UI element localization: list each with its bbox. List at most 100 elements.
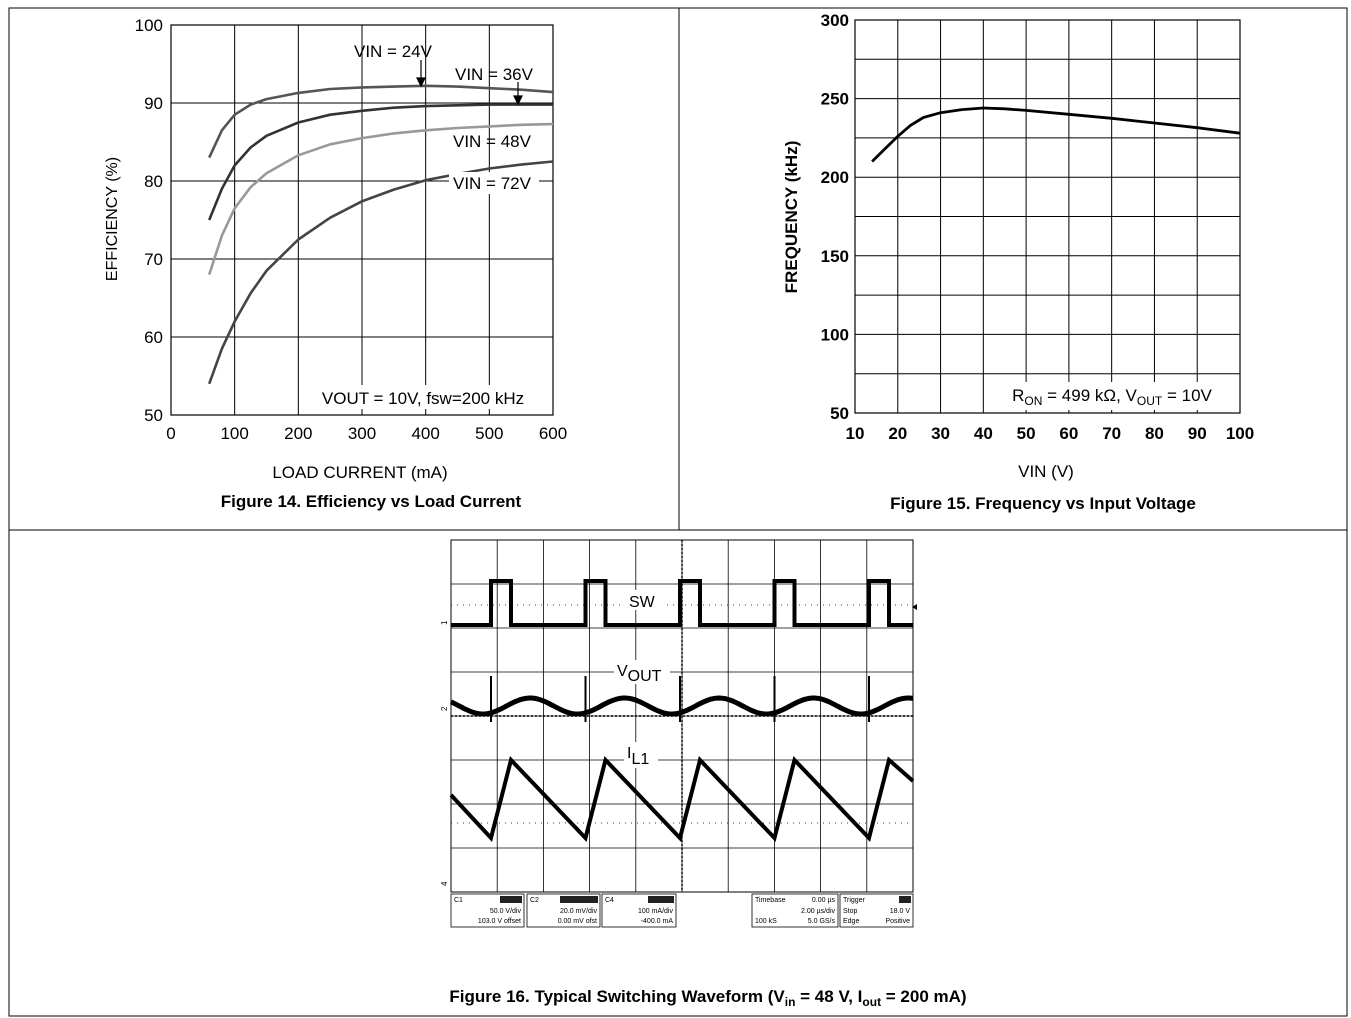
svg-text:0.00 µs: 0.00 µs <box>812 897 836 904</box>
efficiency-annotation-bg <box>300 385 546 409</box>
frequency-y-tick-label: 300 <box>821 11 849 30</box>
frequency-y-tick-label: 100 <box>821 325 849 344</box>
sw-trace <box>451 579 913 627</box>
svg-text:Timebase: Timebase <box>755 897 786 904</box>
series-label-bg <box>449 172 539 194</box>
svg-text:50.0 V/div: 50.0 V/div <box>490 908 522 915</box>
efficiency-tick-labels: 0 100 200 300 400 500 600 50 60 70 80 90 100 <box>135 16 568 443</box>
svg-text:C1: C1 <box>454 897 463 904</box>
efficiency-y-tick-label: 80 <box>144 172 163 191</box>
svg-text:C4: C4 <box>605 897 614 904</box>
efficiency-y-tick-label: 70 <box>144 250 163 269</box>
frequency-grid <box>854 19 1241 414</box>
efficiency-y-tick-label: 50 <box>144 406 163 425</box>
svg-text:2.00 µs/div: 2.00 µs/div <box>801 908 835 915</box>
efficiency-x-tick-label: 300 <box>348 424 376 443</box>
efficiency-y-tick-label: 60 <box>144 328 163 347</box>
frequency-annotation: RON = 499 kΩ, VOUT = 10V <box>1012 386 1212 408</box>
svg-text:0.00 mV ofst: 0.00 mV ofst <box>558 918 597 925</box>
efficiency-y-tick-label: 100 <box>135 16 163 35</box>
frequency-series-line <box>871 106 1241 163</box>
marker-c1: 1 <box>440 620 449 625</box>
frequency-x-tick-label: 70 <box>1102 424 1121 443</box>
efficiency-series-label-2: VIN = 48V <box>453 132 532 151</box>
scope-channel-markers: 1 2 4 <box>440 604 917 886</box>
frequency-x-tick-label: 80 <box>1145 424 1164 443</box>
scope-readouts: C1 50.0 V/div 103.0 V offset C2 20.0 mV/… <box>450 893 914 928</box>
svg-text:18.0 V: 18.0 V <box>890 908 911 915</box>
svg-text:Positive: Positive <box>885 918 910 925</box>
efficiency-x-tick-label: 500 <box>475 424 503 443</box>
efficiency-caption: Figure 14. Efficiency vs Load Current <box>221 492 522 511</box>
svg-text:103.0 V offset: 103.0 V offset <box>478 918 521 925</box>
frequency-x-tick-label: 10 <box>846 424 865 443</box>
frequency-x-tick-label: 60 <box>1059 424 1078 443</box>
vout-trace <box>449 695 914 717</box>
svg-text:Edge: Edge <box>843 918 859 925</box>
efficiency-series-label-3: VIN = 72V <box>453 174 532 193</box>
efficiency-x-tick-label: 200 <box>284 424 312 443</box>
efficiency-series <box>207 84 554 385</box>
frequency-x-axis-label: VIN (V) <box>1018 462 1074 481</box>
frequency-tick-labels: 10 20 30 40 50 60 70 80 90 100 50 100 150 200 250 300 <box>821 11 1255 443</box>
efficiency-x-tick-label: 100 <box>220 424 248 443</box>
svg-text:C2: C2 <box>530 897 539 904</box>
trace-label-il1: IL1 <box>627 745 649 768</box>
efficiency-grid <box>170 24 554 416</box>
series-label-arrows <box>416 60 523 106</box>
frequency-y-tick-label: 150 <box>821 247 849 266</box>
frequency-y-axis-label: FREQUENCY (kHz) <box>782 141 801 294</box>
efficiency-x-tick-label: 0 <box>166 424 175 443</box>
trigger-marker-icon <box>912 604 917 610</box>
frequency-y-tick-label: 200 <box>821 168 849 187</box>
trace-label-sw: SW <box>629 594 656 611</box>
readout-timebase: Timebase 0.00 µs 2.00 µs/div 100 kS 5.0 … <box>751 893 839 928</box>
page-frame <box>8 7 1348 1017</box>
switching-waveform: SW VOUT IL1 1 2 4 C1 50.0 V/div 103.0 V … <box>440 539 967 1009</box>
frequency-y-tick-label: 250 <box>821 90 849 109</box>
frequency-chart: 10 20 30 40 50 60 70 80 90 100 50 100 150 200 250 300 R… <box>782 11 1254 513</box>
efficiency-series-line-2 <box>207 122 554 276</box>
svg-text:-400.0 mA: -400.0 mA <box>641 918 674 925</box>
readout-c2: C2 20.0 mV/div 0.00 mV ofst <box>526 893 601 928</box>
efficiency-x-tick-label: 600 <box>539 424 567 443</box>
frequency-caption: Figure 15. Frequency vs Input Voltage <box>890 494 1196 513</box>
svg-text:Stop: Stop <box>843 908 858 915</box>
efficiency-annotation: VOUT = 10V, fsw=200 kHz <box>322 389 524 408</box>
efficiency-x-tick-label: 400 <box>411 424 439 443</box>
efficiency-series-label-1: VIN = 36V <box>455 65 534 84</box>
svg-text:20.0 mV/div: 20.0 mV/div <box>560 908 597 915</box>
frequency-y-tick-label: 50 <box>830 404 849 423</box>
readout-trigger: Trigger Stop 18.0 V Edge Positive <box>839 893 914 928</box>
switching-caption: Figure 16. Typical Switching Waveform (V… <box>449 987 966 1009</box>
frequency-x-tick-label: 90 <box>1188 424 1207 443</box>
frequency-x-tick-label: 30 <box>931 424 950 443</box>
readout-c4: C4 100 mA/div -400.0 mA <box>601 893 677 928</box>
svg-text:100 mA/div: 100 mA/div <box>638 908 674 915</box>
frequency-x-tick-label: 40 <box>974 424 993 443</box>
svg-text:100 kS: 100 kS <box>755 918 777 925</box>
marker-c4: 4 <box>440 881 449 886</box>
frequency-x-tick-label: 50 <box>1017 424 1036 443</box>
frequency-series <box>871 106 1241 163</box>
marker-c2: 2 <box>440 706 449 711</box>
svg-text:Trigger: Trigger <box>843 897 866 904</box>
efficiency-series-label-0: VIN = 24V <box>354 42 433 61</box>
efficiency-series-labels: VIN = 24V VIN = 36V VIN = 48V VIN = 72V <box>354 42 539 194</box>
efficiency-x-axis-label: LOAD CURRENT (mA) <box>272 463 447 482</box>
efficiency-y-axis-label: EFFICIENCY (%) <box>104 157 121 281</box>
frequency-x-tick-label: 100 <box>1226 424 1254 443</box>
efficiency-series-line-0 <box>208 84 554 159</box>
efficiency-chart: 0 100 200 300 400 500 600 50 60 70 80 90 100 VIN = 2… <box>104 16 567 511</box>
efficiency-series-line-1 <box>207 103 553 221</box>
trace-label-vout: VOUT <box>617 663 662 685</box>
efficiency-series-line-3 <box>207 160 554 385</box>
scope-trace-labels: SW VOUT IL1 <box>614 590 670 768</box>
frequency-x-tick-label: 20 <box>888 424 907 443</box>
svg-text:5.0 GS/s: 5.0 GS/s <box>808 918 836 925</box>
il1-trace <box>449 756 915 843</box>
frequency-annotation-bg <box>995 382 1235 410</box>
scope-traces <box>449 579 915 843</box>
efficiency-y-tick-label: 90 <box>144 94 163 113</box>
